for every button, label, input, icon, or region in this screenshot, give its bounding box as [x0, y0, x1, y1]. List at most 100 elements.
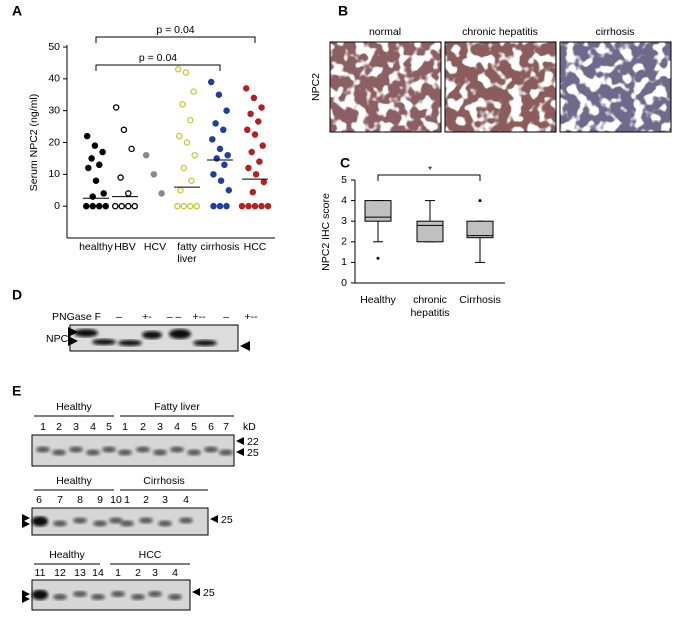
panel-letter: E [12, 383, 21, 399]
lane-number: 3 [152, 567, 158, 579]
data-point [100, 190, 107, 197]
ihc-texture [330, 42, 441, 132]
arrowhead [22, 595, 30, 603]
y-tick-label: 10 [48, 168, 60, 180]
data-point [250, 94, 258, 102]
lane-number: 5 [191, 421, 197, 433]
ihc-frame [444, 41, 557, 133]
data-point [179, 101, 186, 108]
band [219, 449, 233, 456]
lane-number: 11 [35, 567, 46, 579]
x-tick-label: Healthy [360, 294, 396, 306]
data-point [158, 190, 165, 197]
y-tick-label: 20 [48, 136, 60, 148]
data-point [256, 158, 263, 165]
x-tick-label: HCV [144, 241, 166, 253]
band [73, 591, 87, 597]
data-point [188, 177, 195, 184]
data-point [245, 164, 252, 172]
group-label: Healthy [49, 549, 85, 561]
group-label: Healthy [56, 475, 92, 487]
data-point [207, 78, 215, 86]
band [148, 591, 162, 597]
band [179, 517, 193, 524]
lane-number: 2 [143, 494, 149, 506]
band [86, 449, 100, 456]
marker-label: 25 [203, 587, 215, 599]
significance-label: * [428, 164, 432, 176]
y-tick-label: 0 [341, 277, 347, 289]
band [187, 449, 201, 456]
data-point [251, 131, 259, 138]
lane-number: 10 [110, 494, 122, 506]
blot [31, 434, 235, 467]
data-point [186, 202, 194, 210]
data-point [193, 202, 200, 210]
arrowhead [236, 448, 244, 456]
data-point [221, 161, 228, 169]
data-point [238, 202, 246, 210]
image-label: cirrhosis [595, 26, 634, 38]
data-point [248, 148, 255, 156]
data-point [187, 116, 194, 124]
lane-number: 3 [162, 494, 168, 506]
data-point [150, 171, 158, 178]
data-point [142, 151, 150, 159]
x-tick-label: hepatitis [410, 307, 449, 319]
lane-number: 2 [56, 421, 62, 433]
data-point [242, 85, 250, 92]
arrowhead [210, 515, 218, 523]
arrowhead [68, 336, 78, 346]
data-point [191, 151, 198, 159]
arrowhead [240, 341, 250, 351]
box [364, 200, 392, 222]
arrowhead [192, 588, 200, 596]
lane-label: +-- [244, 311, 258, 323]
data-point [131, 202, 138, 210]
band [91, 594, 105, 600]
band [69, 446, 83, 453]
data-point [182, 69, 190, 76]
lane-number: 13 [74, 567, 86, 579]
data-point [183, 139, 191, 146]
arrowhead [22, 514, 30, 522]
group-label: HCC [139, 549, 162, 561]
data-point [92, 177, 100, 184]
x-tick-label: chronic [413, 294, 447, 306]
data-point [112, 202, 119, 210]
outlier [376, 256, 380, 260]
arrowhead [22, 520, 30, 528]
data-point [89, 202, 97, 210]
lane-number: 1 [115, 567, 121, 579]
panel-letter: B [338, 3, 348, 19]
lane-number: 1 [122, 421, 128, 433]
band [32, 516, 48, 527]
band [139, 517, 153, 524]
data-point [120, 126, 128, 134]
data-point [258, 202, 265, 210]
band [93, 520, 107, 527]
x-tick-label: HCC [244, 241, 267, 253]
data-point [216, 145, 224, 153]
lane-number: 6 [208, 421, 214, 433]
data-point [85, 164, 92, 172]
significance-bracket [95, 64, 221, 71]
y-tick-label: 4 [341, 194, 347, 206]
arrowhead [236, 437, 244, 445]
lane-label: – [223, 311, 229, 323]
data-point [174, 66, 182, 73]
band [32, 590, 48, 600]
image-label: chronic hepatitis [462, 26, 538, 38]
lane-number: 7 [223, 421, 229, 433]
data-point [125, 190, 132, 197]
panel-letter: C [340, 155, 350, 171]
row-label: NPC2 [310, 73, 322, 101]
data-point [249, 188, 257, 196]
band [118, 449, 132, 456]
band [111, 591, 125, 597]
band [142, 331, 162, 339]
y-tick-label: 40 [48, 73, 60, 85]
lane-number: 3 [73, 421, 79, 433]
data-point [117, 174, 124, 181]
